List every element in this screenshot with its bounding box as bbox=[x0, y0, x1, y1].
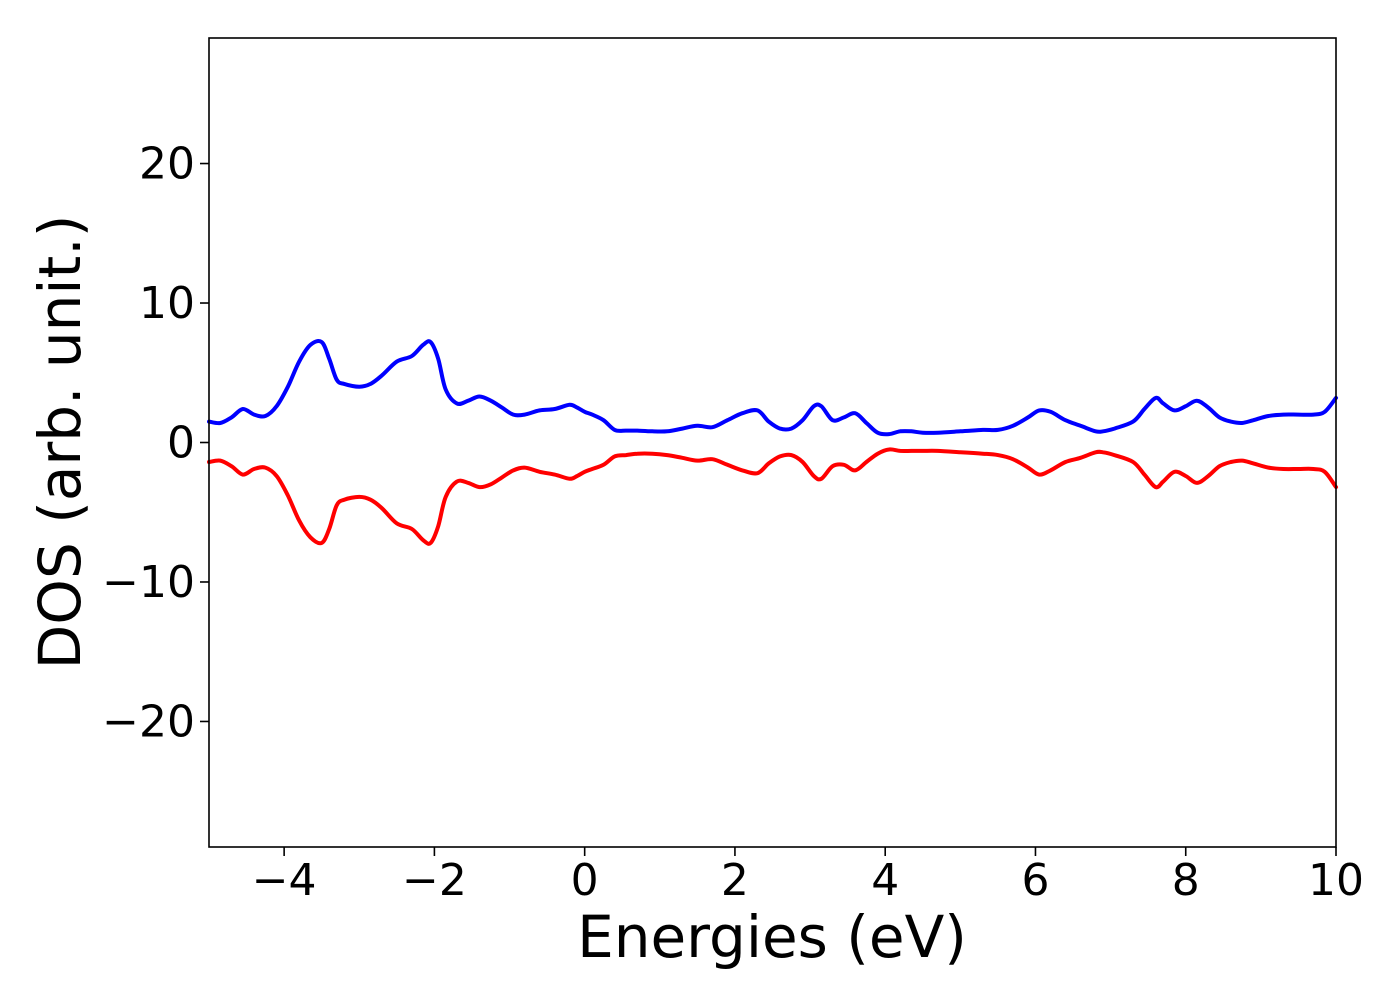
y-tick-label: −20 bbox=[102, 696, 195, 747]
y-tick-label: 20 bbox=[139, 139, 195, 190]
x-tick-label: −2 bbox=[402, 855, 467, 906]
x-tick-label: 10 bbox=[1308, 855, 1364, 906]
series-line-0 bbox=[207, 339, 1338, 437]
x-axis-ticks: −4 −2 0 2 4 6 8 10 bbox=[252, 847, 1364, 906]
y-tick-label: 10 bbox=[139, 278, 195, 329]
x-tick-label: 2 bbox=[721, 855, 749, 906]
series-layer bbox=[207, 339, 1338, 546]
y-axis-label: DOS (arb. unit.) bbox=[26, 215, 94, 670]
x-tick-label: 0 bbox=[571, 855, 599, 906]
y-axis-ticks: −20 −10 0 10 20 bbox=[102, 139, 209, 747]
x-tick-label: 8 bbox=[1172, 855, 1200, 906]
x-tick-label: 6 bbox=[1021, 855, 1049, 906]
x-tick-label: −4 bbox=[252, 855, 317, 906]
plot-background bbox=[209, 38, 1336, 847]
series-line-1 bbox=[207, 447, 1338, 546]
x-axis-label: Energies (eV) bbox=[577, 903, 967, 971]
x-tick-label: 4 bbox=[871, 855, 899, 906]
y-tick-label: 0 bbox=[167, 418, 195, 469]
y-tick-label: −10 bbox=[102, 557, 195, 608]
